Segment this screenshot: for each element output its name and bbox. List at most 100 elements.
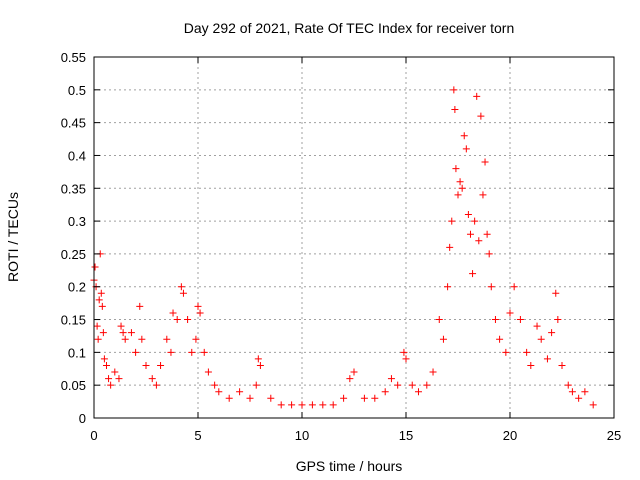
data-point — [136, 302, 144, 310]
data-point — [277, 401, 285, 409]
data-point — [152, 381, 160, 389]
data-point — [527, 361, 535, 369]
plot-frame — [93, 56, 615, 419]
data-point — [471, 217, 479, 225]
data-point — [119, 329, 127, 337]
data-point — [246, 394, 254, 402]
data-point — [117, 322, 125, 330]
data-point — [115, 375, 123, 383]
data-point — [340, 394, 348, 402]
data-point — [448, 217, 456, 225]
data-point — [477, 112, 485, 120]
data-point — [516, 316, 524, 324]
data-point — [402, 355, 410, 363]
data-point — [177, 283, 185, 291]
data-point — [466, 230, 474, 238]
data-point — [479, 191, 487, 199]
data-point — [173, 316, 181, 324]
x-tick-label: 15 — [399, 428, 413, 443]
data-point — [288, 401, 296, 409]
data-point — [469, 270, 477, 278]
data-point — [148, 375, 156, 383]
data-point — [506, 309, 514, 317]
data-point — [543, 355, 551, 363]
data-point — [439, 335, 447, 343]
data-point — [196, 309, 204, 317]
data-point — [554, 316, 562, 324]
data-point — [192, 335, 200, 343]
data-point — [346, 375, 354, 383]
data-point — [581, 388, 589, 396]
data-point — [450, 86, 458, 94]
data-point — [456, 178, 464, 186]
data-point — [475, 237, 483, 245]
data-point — [211, 381, 219, 389]
data-points — [90, 86, 597, 409]
data-point — [454, 191, 462, 199]
data-point — [319, 401, 327, 409]
data-point — [435, 316, 443, 324]
chart-title: Day 292 of 2021, Rate Of TEC Index for r… — [184, 20, 514, 36]
grid-lines — [94, 57, 614, 418]
y-tick-label: 0.5 — [68, 83, 86, 98]
data-point — [99, 329, 107, 337]
data-point — [473, 92, 481, 100]
data-point — [215, 388, 223, 396]
data-point — [105, 375, 113, 383]
data-point — [510, 283, 518, 291]
y-tick-label: 0.4 — [68, 148, 86, 163]
data-point — [452, 165, 460, 173]
data-point — [194, 302, 202, 310]
data-point — [483, 230, 491, 238]
y-axis-label: ROTI / TECUs — [5, 192, 21, 282]
data-point — [408, 381, 416, 389]
data-point — [481, 158, 489, 166]
data-point — [252, 381, 260, 389]
data-point — [267, 394, 275, 402]
data-point — [533, 322, 541, 330]
y-tick-label: 0.55 — [61, 50, 86, 65]
data-point — [111, 368, 119, 376]
data-point — [589, 401, 597, 409]
data-point — [394, 381, 402, 389]
data-point — [157, 361, 165, 369]
y-tick-label: 0.3 — [68, 214, 86, 229]
data-point — [552, 289, 560, 297]
data-point — [487, 283, 495, 291]
data-point — [350, 368, 358, 376]
data-point — [93, 322, 101, 330]
data-point — [558, 361, 566, 369]
data-point — [256, 361, 264, 369]
data-point — [423, 381, 431, 389]
y-tick-label: 0.05 — [61, 378, 86, 393]
data-point — [575, 394, 583, 402]
axis-ticks: 0 0.05 0.1 0.15 0.2 0.25 0.3 0.35 0.4 0.45 0.5 0.55… — [61, 50, 622, 443]
data-point — [387, 375, 395, 383]
data-point — [188, 348, 196, 356]
data-point — [107, 381, 115, 389]
data-point — [523, 348, 531, 356]
data-point — [225, 394, 233, 402]
data-point — [204, 368, 212, 376]
data-point — [446, 243, 454, 251]
x-tick-label: 25 — [607, 428, 621, 443]
data-point — [460, 132, 468, 140]
y-tick-label: 0.1 — [68, 345, 86, 360]
data-point — [184, 316, 192, 324]
data-point — [132, 348, 140, 356]
data-point — [381, 388, 389, 396]
data-point — [200, 348, 208, 356]
data-point — [464, 211, 472, 219]
data-point — [414, 388, 422, 396]
data-point — [485, 250, 493, 258]
y-tick-label: 0 — [79, 411, 86, 426]
data-point — [167, 348, 175, 356]
data-point — [451, 106, 459, 114]
data-point — [429, 368, 437, 376]
y-tick-label: 0.15 — [61, 313, 86, 328]
data-point — [98, 302, 106, 310]
y-tick-label: 0.45 — [61, 116, 86, 131]
x-tick-label: 20 — [503, 428, 517, 443]
data-point — [564, 381, 572, 389]
